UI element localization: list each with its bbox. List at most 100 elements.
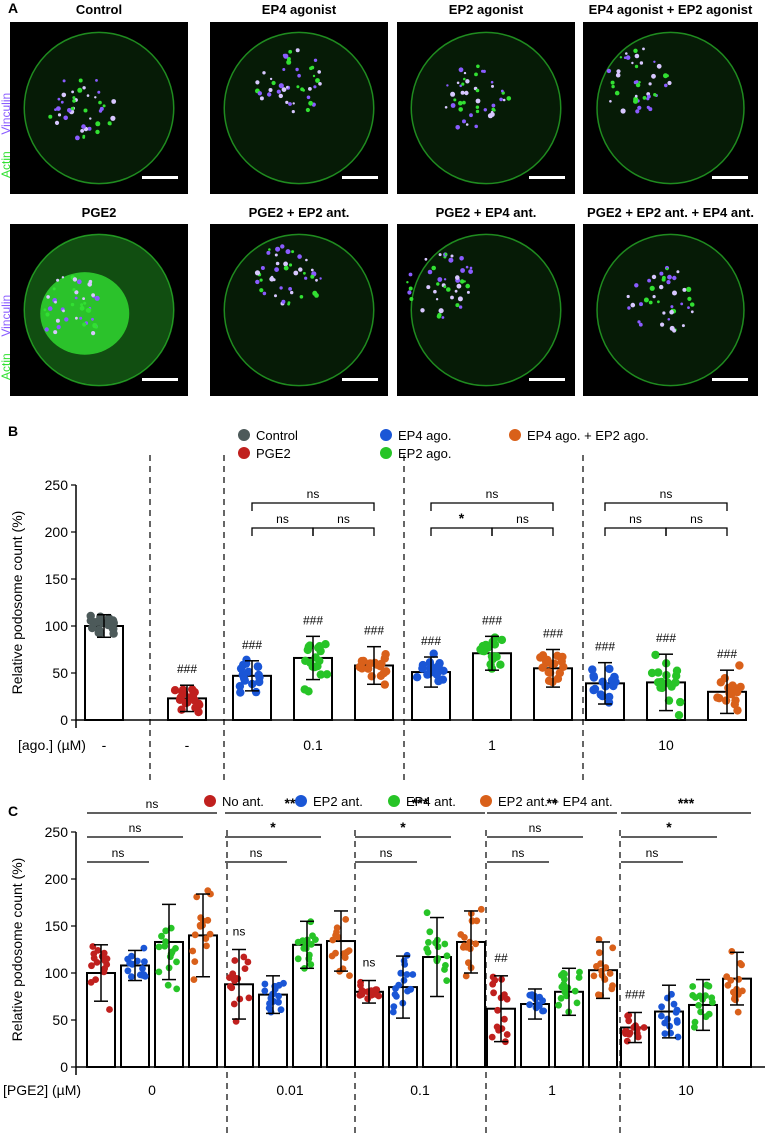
scale-bar <box>712 176 748 179</box>
micrograph-title: PGE2 + EP2 ant. + EP4 ant. <box>587 205 754 220</box>
data-point <box>730 700 739 709</box>
significance-mark: ns <box>233 925 246 939</box>
data-point <box>173 985 181 993</box>
data-point <box>404 987 411 995</box>
significance-bracket <box>604 502 728 511</box>
data-point <box>173 958 180 966</box>
data-point <box>654 668 663 677</box>
category-label: 1 <box>548 1082 556 1098</box>
data-point <box>381 650 390 659</box>
data-point <box>589 671 598 681</box>
significance-bracket <box>604 527 667 536</box>
bracket-label: ns <box>486 487 499 501</box>
data-point <box>728 681 737 690</box>
data-point <box>124 955 132 963</box>
bracket-label: ns <box>129 821 142 835</box>
significance-mark: ## <box>494 951 508 965</box>
data-point <box>379 669 388 678</box>
data-point <box>640 1024 648 1031</box>
data-point <box>100 949 108 957</box>
bar <box>120 964 150 1068</box>
category-label: - <box>102 737 107 753</box>
micrograph-title: PGE2 <box>81 205 117 220</box>
panel-c-chart: No ant. EP2 ant. EP4 ant. EP2 ant. + EP4 an… <box>3 794 765 1135</box>
data-point <box>541 656 550 665</box>
legend-label: PGE2 <box>256 446 291 461</box>
data-point <box>191 958 199 965</box>
data-point <box>501 991 508 999</box>
legend-marker <box>238 447 250 459</box>
data-point <box>672 666 682 675</box>
data-point <box>302 939 309 947</box>
data-point <box>496 660 505 669</box>
scale-bar <box>142 176 178 179</box>
data-point <box>164 981 172 989</box>
bracket-label: ns <box>146 797 159 811</box>
scale-bar <box>529 176 565 179</box>
data-point <box>494 1006 501 1014</box>
data-point <box>124 967 132 975</box>
micrograph-title: EP4 agonist <box>261 2 337 17</box>
data-point <box>334 933 342 941</box>
legend-label: EP4 ago. <box>398 428 452 443</box>
data-point <box>155 968 163 976</box>
legend-label: EP2 ant. + EP4 ant. <box>498 794 613 809</box>
bracket-label: ns <box>337 512 350 526</box>
vinculin-label: Vinculin <box>0 294 13 337</box>
data-point <box>191 931 199 939</box>
data-point <box>691 1018 699 1026</box>
y-tick-label: 100 <box>45 965 69 981</box>
significance-bracket <box>251 527 314 536</box>
data-point <box>231 957 239 964</box>
data-point <box>647 668 657 678</box>
bracket-label: ns <box>646 846 659 860</box>
significance-mark: ### <box>625 987 645 1001</box>
data-point <box>277 1006 285 1014</box>
data-point <box>605 664 614 674</box>
y-tick-label: 250 <box>45 477 69 493</box>
y-tick-label: 0 <box>60 1059 68 1075</box>
data-point <box>236 995 244 1003</box>
bracket-label: * <box>270 819 276 835</box>
micrograph-image <box>210 224 388 396</box>
data-point <box>316 670 325 679</box>
data-point <box>676 697 685 707</box>
data-point <box>162 927 170 935</box>
data-point <box>253 662 263 671</box>
data-point <box>340 950 348 957</box>
data-point <box>409 971 417 978</box>
bracket-label: ns <box>660 487 673 501</box>
data-point <box>303 645 312 655</box>
data-point <box>673 1017 681 1024</box>
bracket-label: ns <box>529 821 542 835</box>
bracket-label: *** <box>678 795 695 811</box>
data-point <box>609 944 617 952</box>
micrograph-title: Control <box>75 2 123 17</box>
significance-mark: ### <box>242 638 262 652</box>
y-tick-label: 50 <box>52 1012 68 1028</box>
significance-bracket <box>430 502 554 511</box>
data-point <box>202 935 210 942</box>
data-point <box>395 981 403 989</box>
data-point <box>442 962 449 969</box>
significance-mark: ns <box>363 956 376 970</box>
data-point <box>564 984 572 992</box>
data-point <box>490 640 500 649</box>
scale-bar <box>712 378 748 381</box>
legend-marker <box>295 795 307 807</box>
micrograph-title: EP2 agonist <box>448 2 524 17</box>
data-point <box>227 983 234 990</box>
y-tick-label: 150 <box>45 571 69 587</box>
micrograph-image <box>583 22 758 194</box>
data-point <box>345 947 353 954</box>
data-point <box>661 1030 669 1037</box>
significance-mark: ### <box>177 662 197 676</box>
data-point <box>589 685 598 695</box>
data-point <box>170 686 180 695</box>
data-point <box>667 682 676 691</box>
bracket-label: ns <box>276 512 289 526</box>
legend-marker <box>238 429 250 441</box>
data-point <box>172 945 179 952</box>
actin-label: Actin <box>0 353 13 380</box>
significance-bracket <box>251 502 375 511</box>
